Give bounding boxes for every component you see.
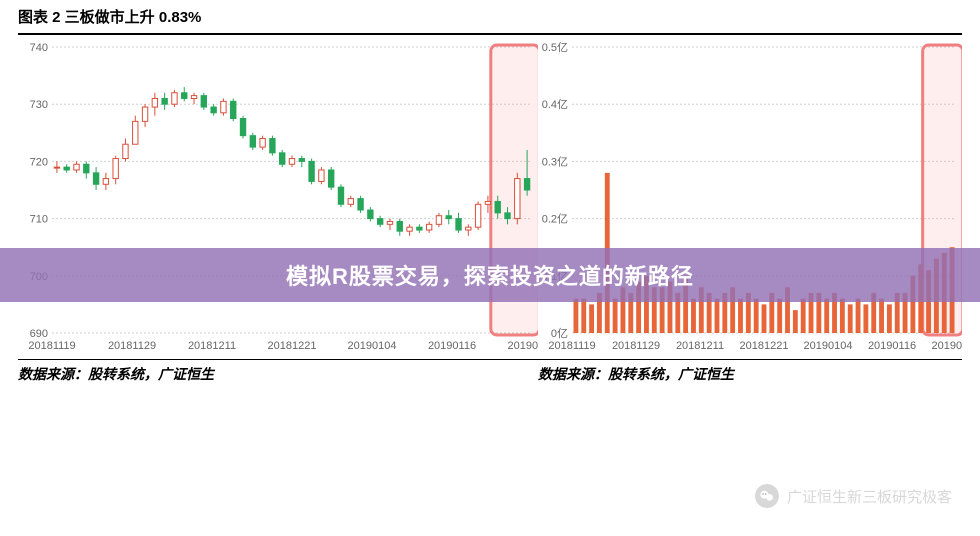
svg-text:20181119: 20181119 bbox=[548, 340, 595, 352]
wechat-attribution: 广证恒生新三板研究极客 bbox=[755, 484, 952, 508]
source-left: 数据来源：股转系统，广证恒生 bbox=[18, 364, 538, 384]
chart-container: 6907007107207307402018111920181129201812… bbox=[0, 35, 980, 359]
svg-text:20190116: 20190116 bbox=[868, 340, 916, 352]
svg-text:0.2亿: 0.2亿 bbox=[542, 213, 568, 226]
svg-text:710: 710 bbox=[30, 214, 48, 226]
source-right: 数据来源：股转系统，广证恒生 bbox=[538, 364, 962, 384]
svg-text:20190128: 20190128 bbox=[508, 340, 538, 352]
svg-text:20181119: 20181119 bbox=[28, 340, 75, 352]
svg-text:20181211: 20181211 bbox=[676, 340, 724, 352]
wechat-label: 广证恒生新三板研究极客 bbox=[787, 486, 952, 507]
svg-text:0.3亿: 0.3亿 bbox=[542, 155, 568, 168]
source-row: 数据来源：股转系统，广证恒生 数据来源：股转系统，广证恒生 bbox=[0, 360, 980, 388]
svg-text:740: 740 bbox=[30, 42, 48, 54]
svg-text:690: 690 bbox=[30, 328, 48, 340]
svg-text:20181211: 20181211 bbox=[188, 340, 236, 352]
candlestick-chart: 6907007107207307402018111920181129201812… bbox=[18, 39, 538, 357]
svg-text:0.4亿: 0.4亿 bbox=[542, 98, 568, 111]
volume-chart: 0亿0.1亿0.2亿0.3亿0.4亿0.5亿201811192018112920… bbox=[538, 39, 962, 357]
svg-text:20190116: 20190116 bbox=[428, 340, 476, 352]
svg-text:20181129: 20181129 bbox=[612, 340, 660, 352]
svg-text:0亿: 0亿 bbox=[551, 327, 568, 340]
svg-text:20190128: 20190128 bbox=[932, 340, 962, 352]
chart-title: 图表 2 三板做市上升 0.83% bbox=[0, 0, 980, 33]
svg-text:20181221: 20181221 bbox=[740, 340, 789, 352]
svg-text:20181221: 20181221 bbox=[268, 340, 317, 352]
svg-text:20190104: 20190104 bbox=[804, 340, 853, 352]
svg-text:20190104: 20190104 bbox=[348, 340, 397, 352]
wechat-icon bbox=[755, 484, 779, 508]
svg-text:720: 720 bbox=[30, 156, 48, 168]
svg-text:730: 730 bbox=[30, 99, 48, 111]
svg-text:20181129: 20181129 bbox=[108, 340, 156, 352]
overlay-banner: 模拟R股票交易，探索投资之道的新路径 bbox=[0, 248, 980, 302]
svg-text:0.5亿: 0.5亿 bbox=[542, 41, 568, 54]
